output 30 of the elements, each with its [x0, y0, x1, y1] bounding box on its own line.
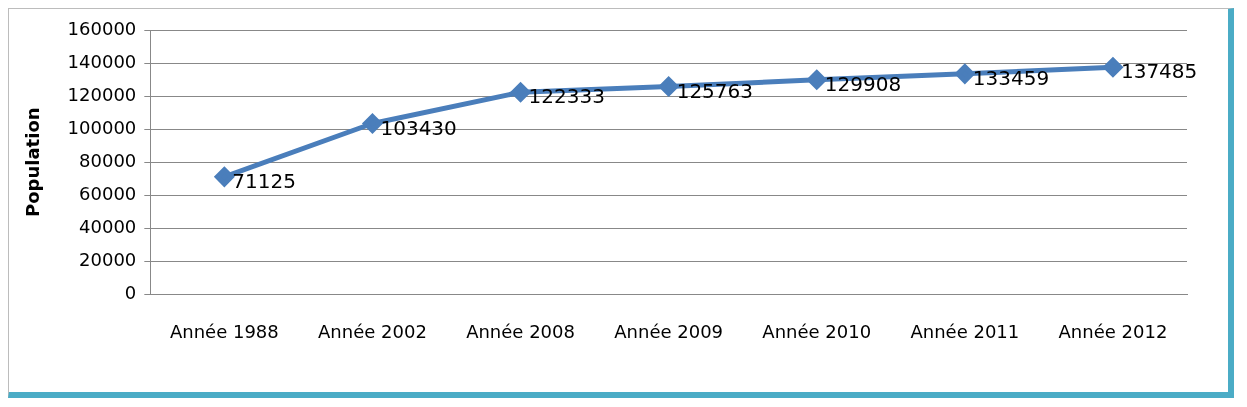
point — [659, 77, 679, 97]
point — [955, 64, 975, 84]
point — [214, 167, 234, 187]
point — [807, 70, 827, 90]
x-tick-label: Année 2002 — [318, 320, 427, 342]
point — [1103, 57, 1123, 77]
y-tick-label: 160000 — [67, 17, 137, 39]
point — [362, 113, 382, 133]
y-tick-label: 0 — [124, 282, 137, 304]
x-tick-label: Année 1988 — [169, 320, 279, 342]
x-tick-label: Année 2008 — [466, 320, 575, 342]
y-tick-label: 80000 — [79, 149, 137, 171]
y-tick-label: 140000 — [67, 50, 137, 72]
y-axis-title: Population — [22, 107, 44, 217]
data-label: 122333 — [528, 84, 605, 109]
x-tick-label: Année 2011 — [910, 320, 1020, 342]
y-tick-label: 60000 — [79, 182, 137, 204]
y-tick-label: 40000 — [79, 215, 137, 237]
y-tick-label: 120000 — [67, 83, 137, 105]
x-tick-label: Année 2010 — [762, 320, 872, 342]
y-tick-label: 20000 — [79, 249, 137, 271]
data-label: 103430 — [380, 115, 457, 140]
data-label: 71125 — [232, 169, 296, 194]
x-tick-label: Année 2012 — [1058, 320, 1168, 342]
point — [511, 82, 531, 102]
data-label: 125763 — [676, 78, 754, 103]
y-tick-label: 100000 — [67, 116, 137, 138]
x-tick-label: Année 2009 — [614, 320, 724, 342]
data-label: 133459 — [972, 66, 1050, 91]
data-label: 137485 — [1120, 59, 1198, 84]
